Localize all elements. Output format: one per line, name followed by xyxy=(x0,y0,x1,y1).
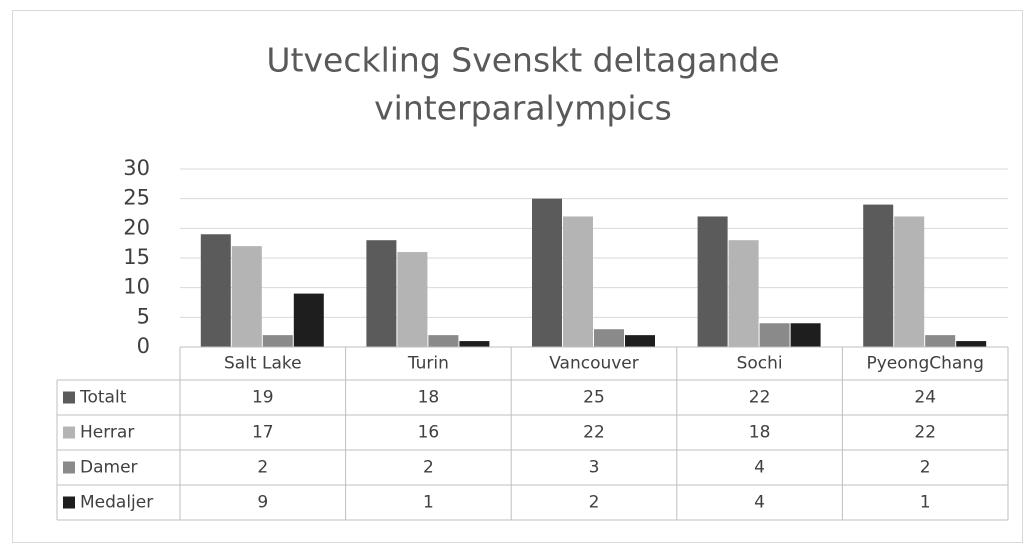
x-tick-label: Turin xyxy=(407,354,449,374)
bar xyxy=(594,329,624,347)
bar xyxy=(863,204,894,347)
table-value: 18 xyxy=(749,423,771,443)
legend-label: Medaljer xyxy=(80,493,153,513)
bar xyxy=(397,252,428,347)
table-value: 17 xyxy=(252,423,274,443)
y-tick-label: 10 xyxy=(123,275,150,299)
table-value: 24 xyxy=(914,388,936,408)
chart-title: Utveckling Svenskt deltagande xyxy=(266,41,779,80)
x-tick-label: Sochi xyxy=(737,354,783,374)
y-tick-label: 15 xyxy=(123,245,150,269)
legend-marker xyxy=(63,426,75,439)
table-value: 22 xyxy=(583,423,605,443)
legend-marker xyxy=(63,496,75,509)
y-tick-label: 20 xyxy=(123,215,150,239)
table-value: 2 xyxy=(423,458,434,478)
bar xyxy=(625,335,655,347)
bar xyxy=(790,323,821,347)
table-value: 22 xyxy=(749,388,771,408)
y-tick-label: 5 xyxy=(137,304,150,328)
legend-label: Totalt xyxy=(79,388,127,408)
y-tick-label: 30 xyxy=(123,156,150,180)
bar xyxy=(563,216,593,347)
legend-marker xyxy=(63,391,75,404)
table-value: 16 xyxy=(418,423,440,443)
table-value: 2 xyxy=(920,458,931,478)
legend-label: Damer xyxy=(80,458,138,478)
table-value: 2 xyxy=(589,493,600,513)
bar xyxy=(532,198,562,347)
table-value: 1 xyxy=(920,493,931,513)
bar xyxy=(925,335,956,347)
table-value: 1 xyxy=(423,493,434,513)
table-value: 2 xyxy=(257,458,268,478)
bar xyxy=(894,216,925,347)
bar xyxy=(366,240,397,347)
bar xyxy=(200,234,231,347)
x-tick-label: Salt Lake xyxy=(224,354,302,374)
table-value: 25 xyxy=(583,388,605,408)
bar xyxy=(293,293,324,347)
table-value: 19 xyxy=(252,388,274,408)
table-value: 9 xyxy=(257,493,268,513)
chart-title: vinterparalympics xyxy=(374,89,672,128)
table-value: 22 xyxy=(914,423,936,443)
bar xyxy=(428,335,459,347)
bar xyxy=(728,240,759,347)
x-tick-label: PyeongChang xyxy=(867,354,984,374)
table-value: 4 xyxy=(754,493,765,513)
bar xyxy=(459,341,490,347)
chart-border xyxy=(12,10,1023,543)
bar xyxy=(956,341,987,347)
bar xyxy=(231,246,262,347)
table-value: 18 xyxy=(418,388,440,408)
x-tick-label: Vancouver xyxy=(549,354,639,374)
table-value: 4 xyxy=(754,458,765,478)
bar xyxy=(759,323,790,347)
table-value: 3 xyxy=(589,458,600,478)
bar xyxy=(262,335,293,347)
bar xyxy=(697,216,728,347)
y-tick-label: 25 xyxy=(123,186,150,210)
legend-marker xyxy=(63,461,75,474)
y-tick-label: 0 xyxy=(137,334,150,358)
legend-label: Herrar xyxy=(80,423,134,443)
